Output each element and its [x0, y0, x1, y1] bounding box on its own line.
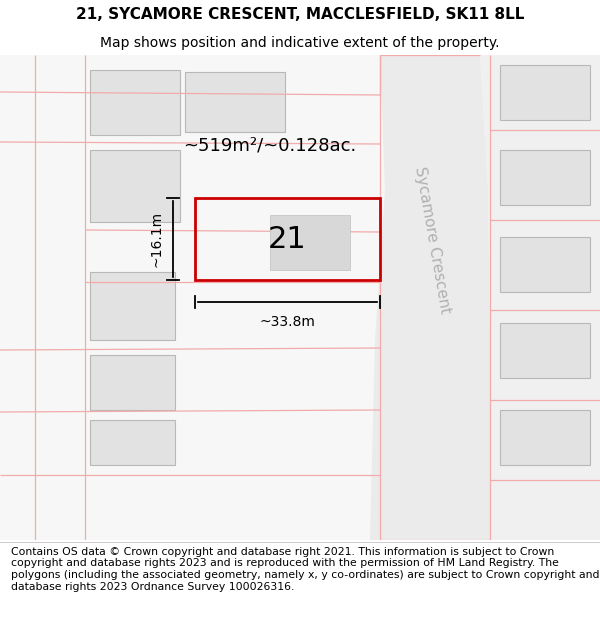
Bar — [185, 72, 285, 132]
Text: ~16.1m: ~16.1m — [150, 211, 164, 267]
Polygon shape — [480, 55, 600, 540]
Bar — [500, 150, 590, 205]
Bar — [500, 323, 590, 378]
Bar — [195, 198, 380, 280]
Bar — [90, 150, 180, 222]
Text: 21, SYCAMORE CRESCENT, MACCLESFIELD, SK11 8LL: 21, SYCAMORE CRESCENT, MACCLESFIELD, SK1… — [76, 8, 524, 22]
Text: 21: 21 — [268, 224, 307, 254]
Text: Map shows position and indicative extent of the property.: Map shows position and indicative extent… — [100, 36, 500, 50]
Polygon shape — [370, 55, 490, 540]
Bar — [500, 65, 590, 120]
Bar — [270, 215, 350, 270]
Text: ~33.8m: ~33.8m — [260, 315, 316, 329]
Bar — [90, 420, 175, 465]
Bar — [500, 237, 590, 292]
Text: Contains OS data © Crown copyright and database right 2021. This information is : Contains OS data © Crown copyright and d… — [11, 547, 599, 592]
Bar — [90, 272, 175, 340]
Text: ~519m²/~0.128ac.: ~519m²/~0.128ac. — [184, 137, 356, 155]
Bar — [90, 70, 180, 135]
Text: Sycamore Crescent: Sycamore Crescent — [412, 166, 452, 314]
Bar — [90, 355, 175, 410]
Bar — [500, 410, 590, 465]
